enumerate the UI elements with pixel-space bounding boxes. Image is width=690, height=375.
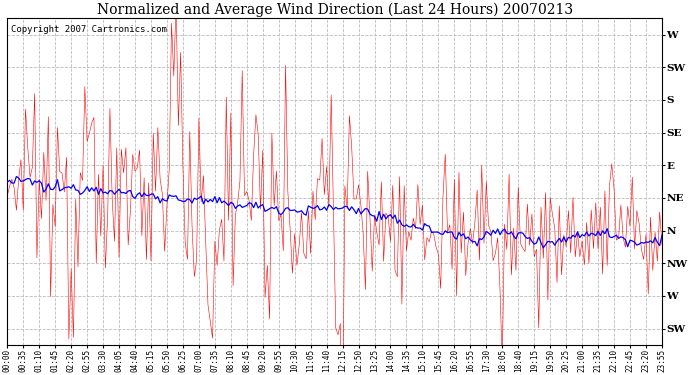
Title: Normalized and Average Wind Direction (Last 24 Hours) 20070213: Normalized and Average Wind Direction (L… [97, 3, 573, 17]
Text: Copyright 2007 Cartronics.com: Copyright 2007 Cartronics.com [10, 25, 166, 34]
